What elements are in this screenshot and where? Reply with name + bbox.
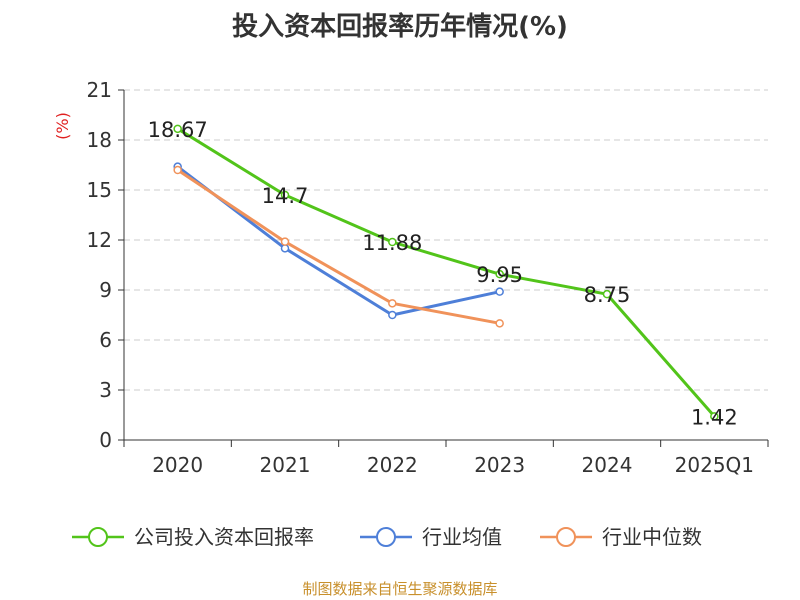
data-point[interactable] [173, 124, 182, 134]
x-tick-label: 2024 [582, 453, 633, 477]
legend-item-1[interactable]: 行业均值 [360, 525, 502, 549]
data-label: 9.95 [476, 263, 523, 287]
y-axis-label: (%) [53, 112, 72, 140]
legend: 公司投入资本回报率 行业均值 行业中位数 [72, 525, 702, 549]
chart-title: 投入资本回报率历年情况(%) [232, 12, 568, 42]
legend-marker [376, 527, 396, 547]
legend-item-2[interactable]: 行业中位数 [540, 525, 702, 549]
x-tick-label: 2025Q1 [675, 453, 754, 477]
series-line-1 [176, 165, 501, 317]
data-point[interactable] [388, 310, 397, 320]
y-tick-label: 3 [99, 378, 112, 402]
x-tick-label: 2022 [367, 453, 418, 477]
series-line-2 [176, 168, 500, 325]
legend-label: 行业均值 [422, 525, 502, 549]
legend-label: 行业中位数 [602, 525, 702, 549]
y-tick-label: 6 [99, 328, 112, 352]
legend-item-0[interactable]: 公司投入资本回报率 [72, 525, 314, 549]
data-label: 8.75 [584, 283, 631, 307]
y-tick-label: 15 [87, 178, 112, 202]
data-point[interactable] [173, 165, 182, 175]
data-point[interactable] [495, 269, 504, 279]
source-note: 制图数据来自恒生聚源数据库 [302, 580, 498, 598]
data-label: 18.67 [148, 118, 208, 142]
data-point[interactable] [495, 287, 504, 296]
y-tick-label: 21 [87, 78, 112, 102]
data-labels: 18.67 14.7 11.88 9.95 8.75 1.42 [148, 118, 738, 430]
data-point[interactable] [280, 237, 290, 246]
y-tick-label: 0 [99, 428, 112, 452]
x-tick-label: 2023 [474, 453, 525, 477]
x-tick-label: 2020 [152, 453, 203, 477]
grid-lines [124, 89, 768, 391]
data-point[interactable] [602, 289, 612, 299]
y-tick-label: 9 [99, 278, 112, 302]
y-tick-label: 12 [87, 228, 112, 252]
series-line-0 [176, 127, 716, 418]
data-point[interactable] [710, 412, 719, 421]
data-point[interactable] [495, 319, 504, 328]
series-lines [173, 124, 719, 421]
legend-label: 公司投入资本回报率 [134, 525, 314, 549]
data-label: 1.42 [691, 405, 738, 429]
data-label: 11.88 [362, 231, 422, 255]
data-point[interactable] [388, 299, 397, 308]
data-point[interactable] [388, 237, 397, 247]
x-tick-label: 2021 [260, 453, 311, 477]
legend-marker [88, 527, 108, 547]
axes: 0 3 6 9 12 15 18 21 2020 2021 2022 2023 2024 2025Q1 (%… [53, 78, 769, 477]
legend-marker [556, 527, 576, 547]
data-point[interactable] [280, 190, 290, 200]
y-tick-label: 18 [87, 128, 112, 152]
data-label: 14.7 [262, 184, 309, 208]
